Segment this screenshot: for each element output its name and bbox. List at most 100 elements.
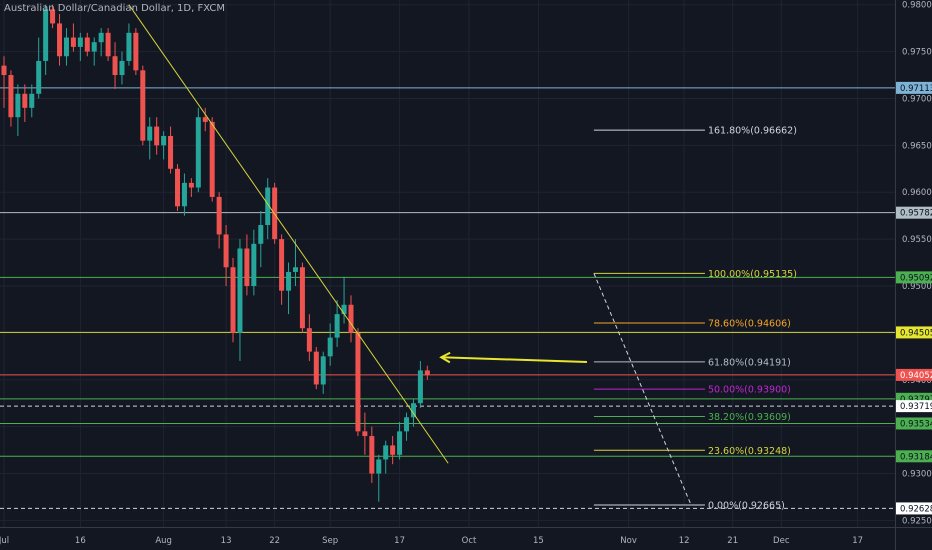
x-tick-label: Nov	[620, 536, 637, 546]
candle-body	[8, 75, 14, 118]
price-tag	[896, 417, 932, 430]
x-tick-label: 16	[75, 536, 86, 546]
price-tag	[896, 400, 932, 413]
chart-title: Australian Dollar/Canadian Dollar, 1D, F…	[4, 3, 225, 14]
candle-body	[237, 248, 243, 333]
candle-body	[230, 267, 236, 333]
price-tag-label: 0.93797	[900, 395, 932, 405]
x-tick-label: 17	[394, 536, 405, 546]
candle-body	[355, 332, 361, 432]
candle-body	[119, 60, 125, 76]
price-tag	[896, 368, 932, 381]
price-tag-label: 0.95782	[900, 209, 932, 219]
fib-level-label: 78.60%(0.94606)	[708, 318, 791, 329]
candle-body	[133, 32, 139, 71]
candle-body	[348, 304, 354, 333]
candle-body	[29, 93, 35, 108]
price-tag	[896, 81, 932, 94]
candle-body	[175, 168, 180, 207]
x-tick-label: Dec	[773, 536, 790, 546]
candle-body	[341, 304, 347, 315]
candle-body	[286, 271, 292, 291]
candle-body	[292, 267, 298, 272]
candle-body	[105, 32, 111, 57]
price-tag-label: 0.93184	[900, 452, 932, 462]
x-tick-label: 13	[221, 536, 232, 546]
candle-body	[424, 370, 430, 376]
fib-level-label: 50.00%(0.93900)	[708, 385, 791, 396]
fib-level-label: 161.80%(0.96662)	[708, 126, 797, 137]
candle-body	[202, 117, 208, 122]
price-tag-label: 0.94052	[900, 371, 932, 381]
fib-level-label: 0.00%(0.92665)	[708, 500, 785, 511]
candle-body	[258, 225, 264, 244]
candle-body	[404, 417, 410, 432]
candle-body	[417, 370, 423, 404]
candle-body	[43, 9, 49, 61]
price-tag	[896, 450, 932, 463]
arrow-shaft	[441, 356, 587, 363]
price-tag	[896, 502, 932, 515]
candle-body	[84, 37, 90, 52]
candle-body	[251, 243, 257, 287]
candle-body	[334, 314, 340, 338]
candle-body	[223, 234, 229, 268]
candle-body	[306, 328, 312, 352]
candle-body	[188, 182, 194, 188]
fib-level-label: 100.00%(0.95135)	[708, 269, 797, 280]
candle-body	[154, 126, 160, 146]
candle-body	[63, 37, 69, 57]
price-tag-label: 0.95092	[900, 273, 932, 283]
candle-body	[1, 65, 7, 76]
candle-body	[383, 445, 389, 460]
candle-body	[216, 196, 222, 235]
candle-body	[77, 37, 83, 47]
candle-body	[91, 42, 97, 52]
drawings: 161.80%(0.96662) 100.00%(0.95135) 78.60%(0…	[128, 4, 797, 511]
candle-body	[22, 93, 28, 108]
fib-level-label: 61.80%(0.94191)	[708, 357, 791, 368]
price-tag-label: 0.97113	[900, 84, 932, 94]
candles	[1, 4, 430, 502]
candle-body	[112, 56, 118, 76]
candle-body	[50, 9, 56, 24]
x-tick-label: 21	[727, 536, 738, 546]
candle-body	[161, 135, 167, 146]
candle-body	[362, 431, 368, 437]
candle-body	[265, 187, 271, 226]
x-tick-label: Jul	[0, 536, 9, 546]
price-tag	[896, 326, 932, 339]
x-tick-label: Aug	[155, 536, 172, 546]
candle-body	[320, 356, 326, 385]
price-tag-label: 0.93719	[900, 402, 932, 412]
price-tag-label: 0.92628	[900, 504, 932, 514]
price-tag-label: 0.93534	[900, 419, 932, 429]
x-tick-label: 17	[852, 536, 863, 546]
price-tag	[896, 206, 932, 219]
candle-body	[168, 135, 174, 169]
candle-body	[195, 117, 201, 188]
x-tick-label: 15	[533, 536, 544, 546]
candle-body	[279, 239, 285, 291]
candle-body	[140, 70, 146, 141]
grid	[0, 0, 895, 527]
fib-level-label: 23.60%(0.93248)	[708, 446, 791, 457]
candle-body	[57, 23, 63, 57]
y-tick-label: 0.98000	[902, 1, 932, 11]
time-axis-panel	[0, 527, 932, 550]
candle-body	[397, 431, 403, 455]
x-tick-label: 12	[679, 536, 690, 546]
candle-body	[98, 32, 104, 43]
trendline	[128, 4, 449, 464]
arrow-head	[439, 351, 451, 364]
candle-body	[327, 337, 333, 357]
